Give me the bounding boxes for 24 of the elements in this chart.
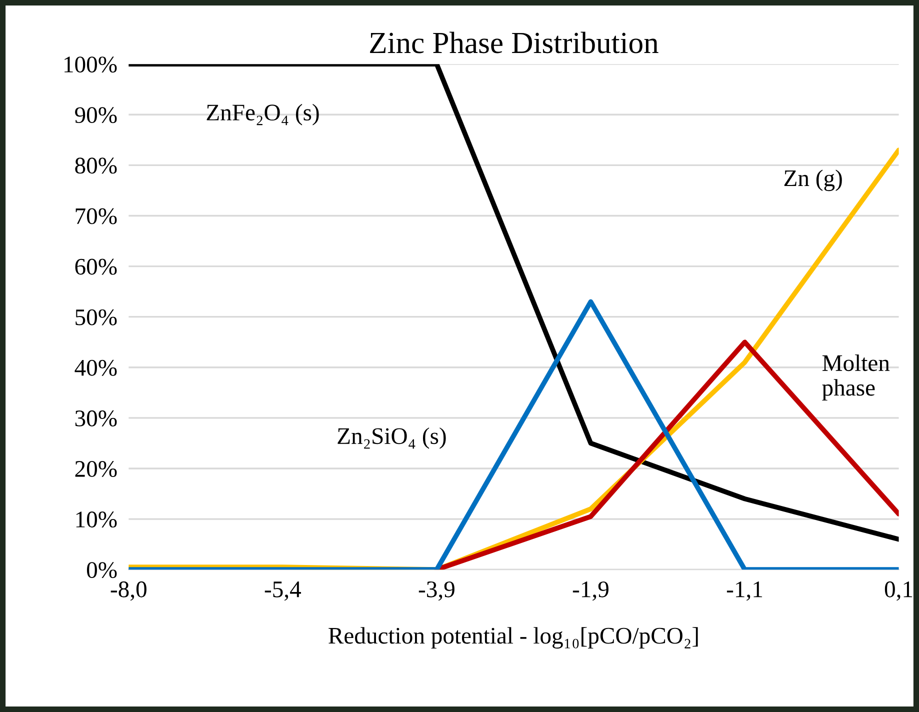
series-label: Molten phase xyxy=(822,354,890,401)
x-tick-label: 0,1 xyxy=(884,581,912,601)
y-tick-label: 70% xyxy=(76,208,117,224)
y-tick-label: 50% xyxy=(76,309,117,326)
series-label: Zn (g) xyxy=(784,170,842,192)
text: Zn₂SiO₄ (s) xyxy=(338,427,446,449)
y-tick-label: 40% xyxy=(74,360,117,376)
x-tick-label: -1,1 xyxy=(726,582,762,601)
x-tick-label: -1,9 xyxy=(572,581,608,601)
y-tick-label: 20% xyxy=(75,460,117,477)
y-tick-label: 100% xyxy=(64,56,117,73)
chart-title: Zinc Phase Distribution xyxy=(370,32,658,54)
line-series xyxy=(128,64,899,542)
x-tick-label: -5,4 xyxy=(264,582,302,601)
y-tick-label: 90% xyxy=(75,107,117,124)
x-tick-label: -3,9 xyxy=(418,581,454,601)
series-label: ZnFe₂O₄ (s) xyxy=(206,104,319,126)
y-tick-label: 60% xyxy=(75,258,117,275)
y-tick-label: 80% xyxy=(75,158,117,174)
y-tick-label: 10% xyxy=(76,512,117,528)
x-axis-title: Reduction potential - log₁₀[pCO/pCO₂] xyxy=(328,627,698,649)
x-tick-label: -8,0 xyxy=(110,581,146,601)
y-tick-label: 30% xyxy=(75,410,117,426)
y-tick-label: 0% xyxy=(86,562,117,578)
